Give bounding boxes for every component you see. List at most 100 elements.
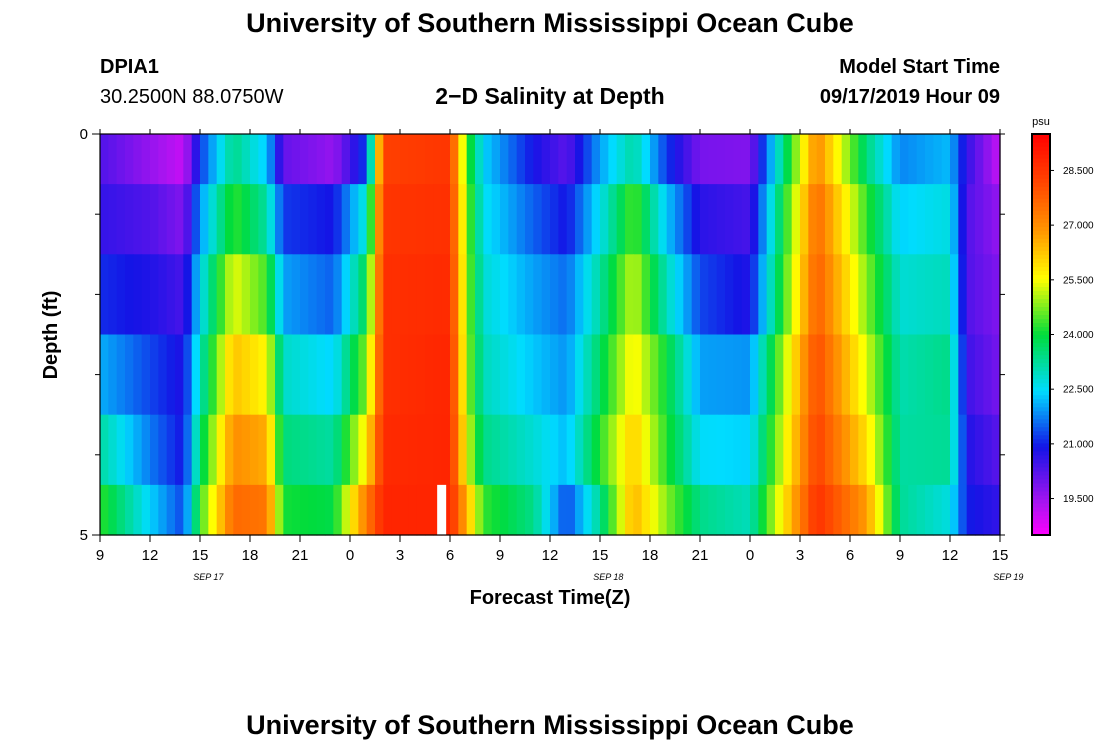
heatmap-cell bbox=[983, 334, 993, 416]
colorbar-segment bbox=[1032, 366, 1050, 372]
colorbar-segment bbox=[1032, 482, 1050, 488]
colorbar-segment bbox=[1032, 174, 1050, 179]
heatmap-cell bbox=[491, 414, 501, 486]
heatmap-cell bbox=[500, 184, 509, 255]
heatmap-cell bbox=[816, 414, 826, 486]
heatmap-cell bbox=[608, 414, 618, 486]
heatmap-cell bbox=[608, 254, 618, 336]
colorbar-tick-label: 21.000 bbox=[1063, 439, 1094, 450]
x-tick-label: 9 bbox=[496, 547, 504, 564]
heatmap-cell bbox=[266, 134, 276, 185]
heatmap-cell bbox=[508, 334, 518, 416]
heatmap-cell bbox=[883, 414, 893, 486]
colorbar-segment bbox=[1032, 434, 1050, 440]
heatmap-cell bbox=[516, 184, 526, 255]
heatmap-cell bbox=[316, 334, 326, 416]
heatmap-cell bbox=[633, 334, 643, 416]
colorbar-segment bbox=[1032, 430, 1050, 436]
colorbar-segment bbox=[1032, 230, 1050, 235]
heatmap-cell bbox=[550, 414, 559, 486]
heatmap-cell bbox=[283, 484, 293, 536]
heatmap-cell bbox=[250, 254, 259, 336]
heatmap-cell bbox=[516, 134, 526, 185]
colorbar-segment bbox=[1032, 254, 1050, 259]
x-tick-label: 0 bbox=[346, 547, 354, 564]
heatmap-cell bbox=[641, 254, 651, 336]
heatmap-cell bbox=[350, 134, 359, 185]
heatmap-cell bbox=[800, 184, 809, 255]
colorbar-segment bbox=[1032, 490, 1050, 496]
heatmap-cell bbox=[391, 484, 401, 536]
heatmap-cell bbox=[966, 254, 976, 336]
heatmap-cell bbox=[716, 334, 726, 416]
heatmap-cell bbox=[166, 134, 176, 185]
heatmap-cell bbox=[891, 414, 901, 486]
heatmap-cell bbox=[825, 254, 834, 336]
heatmap-cell bbox=[350, 254, 359, 336]
colorbar-segment bbox=[1032, 270, 1050, 275]
colorbar-segment bbox=[1032, 142, 1050, 147]
heatmap-cell bbox=[975, 184, 984, 255]
heatmap-cell bbox=[650, 334, 659, 416]
heatmap-cell bbox=[933, 254, 943, 336]
heatmap-cell bbox=[275, 334, 284, 416]
heatmap-cell bbox=[433, 414, 443, 486]
heatmap-cell bbox=[491, 334, 501, 416]
heatmap-cell bbox=[916, 484, 926, 536]
colorbar-tick-label: 25.500 bbox=[1063, 275, 1094, 286]
heatmap-cell bbox=[683, 184, 693, 255]
heatmap-cell bbox=[441, 254, 451, 336]
heatmap-cell bbox=[491, 184, 501, 255]
heatmap-cell bbox=[783, 484, 793, 536]
heatmap-cell bbox=[925, 334, 934, 416]
colorbar-segment bbox=[1032, 414, 1050, 420]
heatmap-cell bbox=[958, 414, 968, 486]
colorbar-segment bbox=[1032, 478, 1050, 484]
heatmap-cell bbox=[291, 134, 301, 185]
heatmap-cell bbox=[525, 484, 534, 536]
heatmap-cell bbox=[425, 334, 434, 416]
heatmap-cell bbox=[466, 334, 476, 416]
heatmap-cell bbox=[283, 414, 293, 486]
colorbar-segment bbox=[1032, 474, 1050, 480]
heatmap-cell bbox=[358, 414, 368, 486]
colorbar-segment bbox=[1032, 410, 1050, 416]
heatmap-cell bbox=[308, 484, 318, 536]
heatmap-cell bbox=[658, 414, 668, 486]
heatmap-cell bbox=[925, 484, 934, 536]
colorbar-segment bbox=[1032, 194, 1050, 199]
heatmap-cell bbox=[991, 134, 1001, 185]
heatmap-cell bbox=[675, 254, 684, 336]
heatmap-cell bbox=[166, 414, 176, 486]
heatmap-cell bbox=[550, 134, 559, 185]
heatmap-cell bbox=[591, 484, 601, 536]
heatmap-cell bbox=[250, 334, 259, 416]
heatmap-cell bbox=[725, 134, 734, 185]
heatmap-cell bbox=[150, 134, 159, 185]
heatmap-cell bbox=[200, 334, 209, 416]
heatmap-cell bbox=[283, 184, 293, 255]
heatmap-cell bbox=[875, 414, 884, 486]
colorbar-segment bbox=[1032, 266, 1050, 271]
heatmap-cell bbox=[625, 334, 634, 416]
colorbar-tick-label: 28.500 bbox=[1063, 166, 1094, 177]
heatmap-cell bbox=[741, 334, 751, 416]
heatmap-cell bbox=[991, 414, 1001, 486]
heatmap-cell bbox=[133, 184, 143, 255]
heatmap-cell bbox=[741, 254, 751, 336]
heatmap-cell bbox=[700, 334, 709, 416]
heatmap-cell bbox=[366, 134, 376, 185]
heatmap-cell bbox=[516, 334, 526, 416]
heatmap-cell bbox=[283, 334, 293, 416]
heatmap-cell bbox=[741, 134, 751, 185]
heatmap-cell bbox=[916, 254, 926, 336]
heatmap-cell bbox=[425, 484, 434, 536]
heatmap-cell bbox=[900, 484, 909, 536]
heatmap-cell bbox=[166, 184, 176, 255]
heatmap-cell bbox=[641, 184, 651, 255]
heatmap-cell bbox=[825, 334, 834, 416]
heatmap-cell bbox=[291, 484, 301, 536]
heatmap-cell bbox=[541, 134, 551, 185]
heatmap-cell bbox=[550, 484, 559, 536]
heatmap-cell bbox=[383, 184, 393, 255]
